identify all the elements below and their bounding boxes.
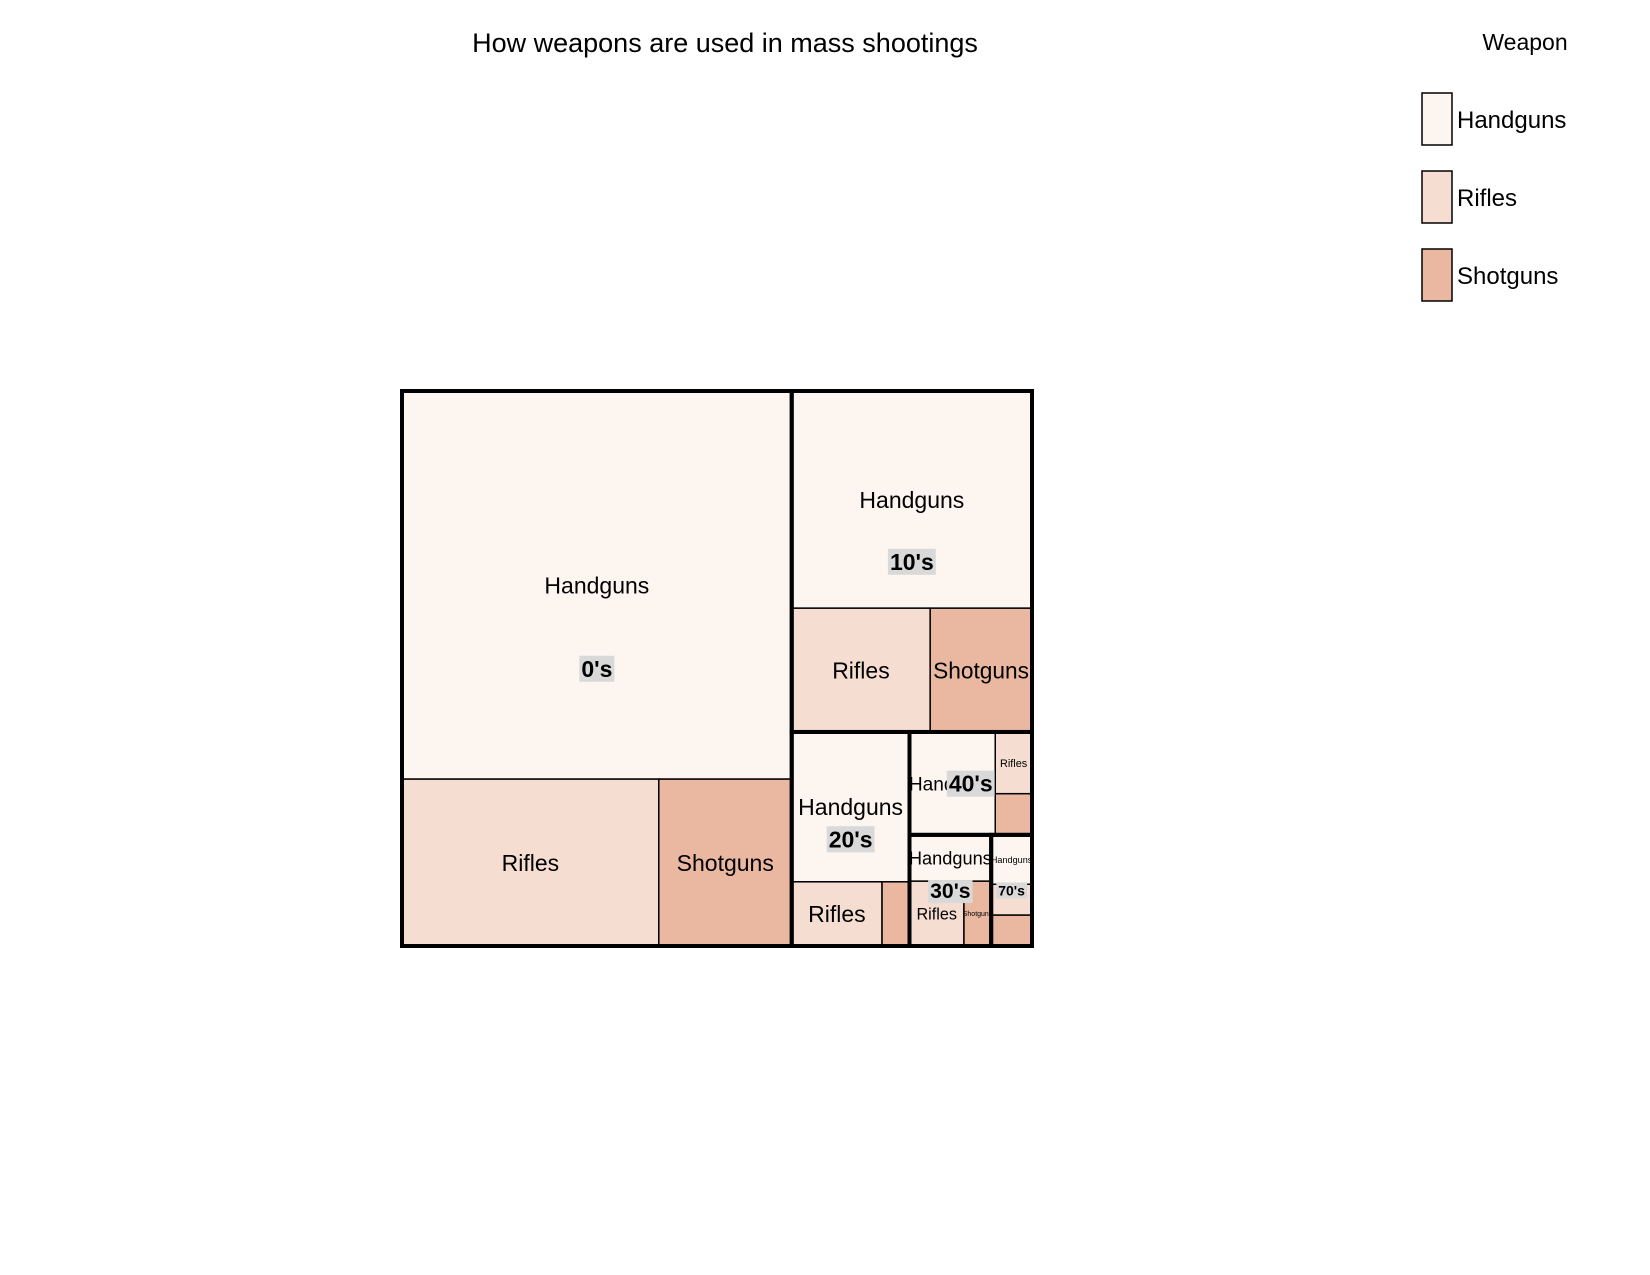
cell-30-s-handguns bbox=[908, 834, 992, 882]
group-label-20-s: 20's bbox=[829, 826, 873, 852]
cell-label-0-s-shotguns: Shotguns bbox=[677, 850, 774, 876]
cell-label-10-s-shotguns: Shotguns bbox=[933, 657, 1029, 683]
legend-swatch-handguns bbox=[1421, 92, 1453, 146]
cell-0-s-rifles bbox=[401, 778, 660, 947]
group-label-40-s: 40's bbox=[949, 771, 993, 797]
group-label-bg-10-s bbox=[887, 548, 936, 575]
cell-label-20-s-handguns: Handguns bbox=[798, 794, 903, 820]
treemap-group-labels: 0's 10's 20's 40's 30's 70's bbox=[579, 548, 1028, 904]
cell-label-30-s-shotguns: Shotguns bbox=[963, 911, 993, 918]
group-label-bg-40-s bbox=[946, 770, 995, 797]
legend-label-handguns: Handguns bbox=[1457, 107, 1566, 134]
legend-title: Weapon bbox=[1482, 29, 1567, 55]
cell-label-10-s-handguns: Handguns bbox=[859, 487, 964, 513]
cell-label-0-s-rifles: Rifles bbox=[502, 850, 560, 876]
legend-swatch-shotguns bbox=[1421, 248, 1453, 302]
cell-0-s-handguns bbox=[401, 390, 793, 780]
group-label-0-s: 0's bbox=[581, 656, 612, 682]
group-label-bg-70-s bbox=[996, 882, 1028, 899]
cell-label-20-s-rifles: Rifles bbox=[808, 901, 866, 927]
cell-label-30-s-handguns: Handguns bbox=[909, 849, 992, 869]
group-label-70-s: 70's bbox=[998, 882, 1025, 898]
cell-10-s-rifles bbox=[790, 607, 931, 733]
cell-20-s-shotguns bbox=[881, 881, 911, 947]
legend-label-shotguns: Shotguns bbox=[1457, 263, 1558, 290]
treemap-cells: Handguns Rifles Shotguns Handguns Rifles Shot… bbox=[401, 390, 1033, 947]
cell-10-s-shotguns bbox=[929, 607, 1033, 733]
legend: Weapon Handguns Rifles Shotguns bbox=[1421, 29, 1568, 302]
cell-label-70-s-handguns: Handguns bbox=[991, 855, 1033, 865]
group-border-70-s bbox=[989, 832, 1035, 948]
cell-label-30-s-rifles: Rifles bbox=[916, 905, 956, 923]
legend-label-rifles: Rifles bbox=[1457, 185, 1517, 212]
cell-label-10-s-rifles: Rifles bbox=[832, 657, 890, 683]
legend-swatch-rifles bbox=[1421, 170, 1453, 224]
group-label-10-s: 10's bbox=[890, 549, 934, 575]
group-label-bg-20-s bbox=[826, 826, 875, 853]
cell-label-40-s-rifles: Rifles bbox=[1000, 758, 1028, 770]
group-label-bg-30-s bbox=[928, 880, 973, 904]
chart-title: How weapons are used in mass shootings bbox=[472, 28, 978, 58]
cell-0-s-shotguns bbox=[658, 778, 793, 947]
group-label-bg-0-s bbox=[579, 655, 615, 682]
cell-label-0-s-handguns: Handguns bbox=[544, 572, 649, 598]
cell-40-s-shotguns bbox=[994, 792, 1033, 836]
treemap-group-borders bbox=[400, 389, 1035, 948]
group-label-30-s: 30's bbox=[930, 880, 970, 903]
cell-70-s-shotguns bbox=[990, 914, 1033, 947]
